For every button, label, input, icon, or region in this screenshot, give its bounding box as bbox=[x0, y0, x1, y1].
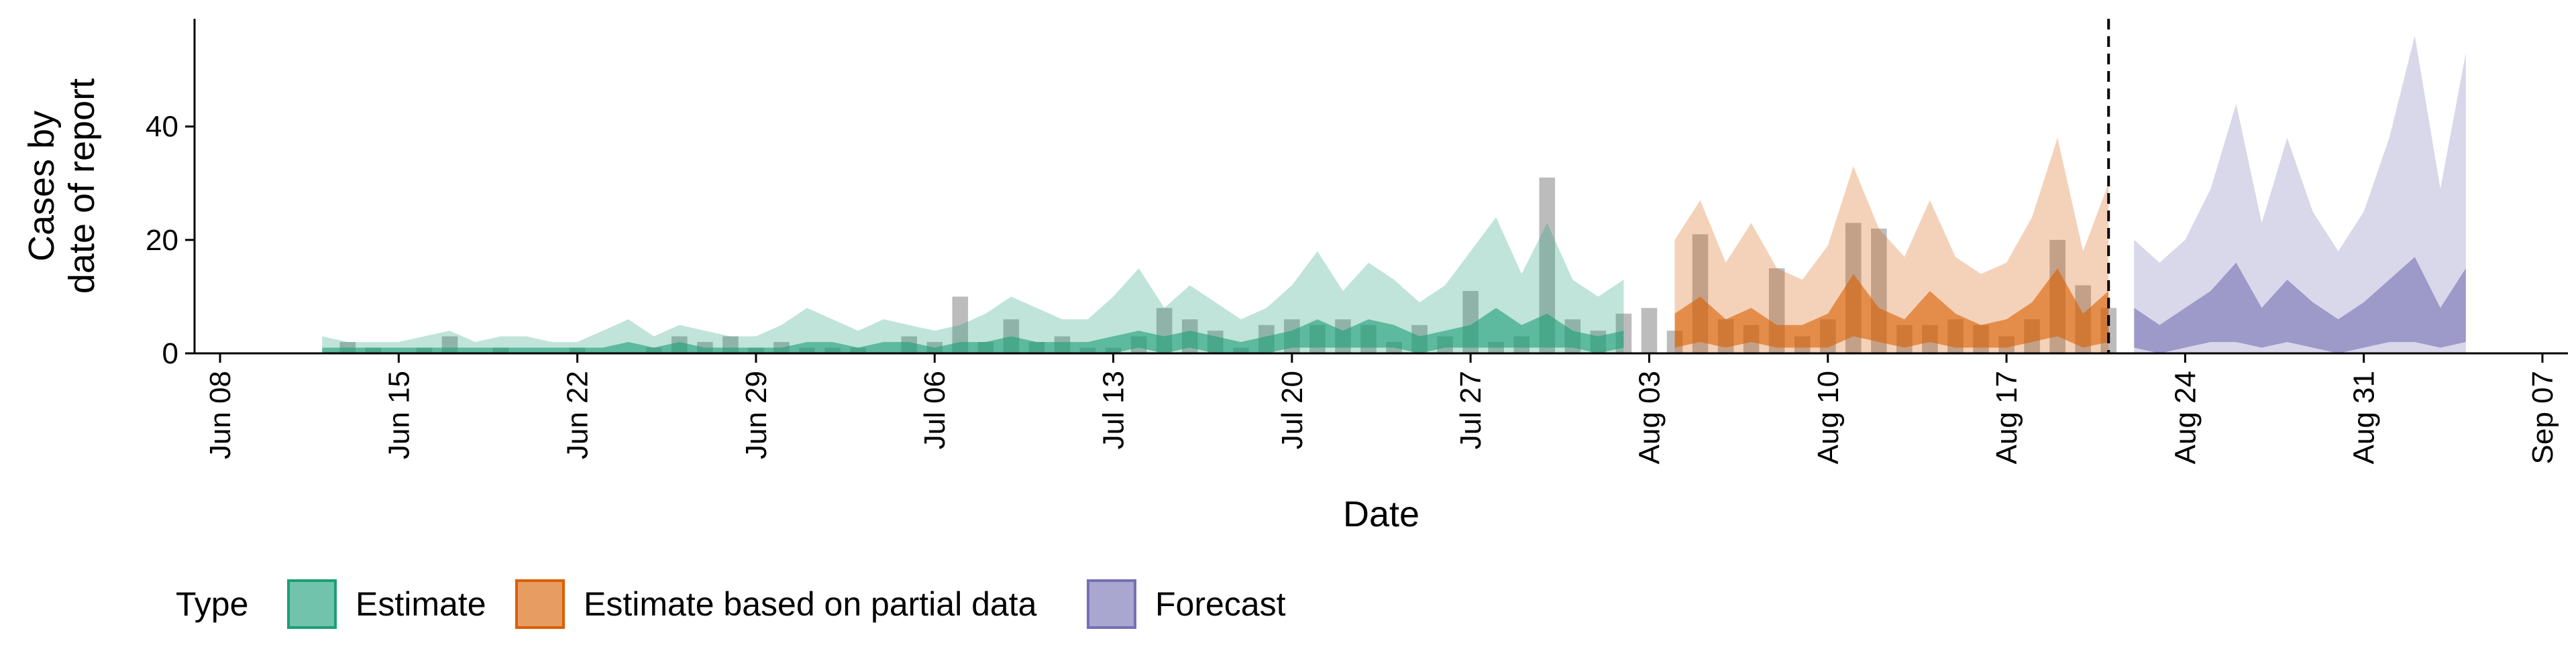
y-tick-label: 20 bbox=[146, 224, 178, 257]
legend-title: Type bbox=[176, 585, 248, 623]
series-estimate-outer-band bbox=[322, 217, 1624, 353]
ribbons bbox=[322, 36, 2466, 354]
x-tick-label: Aug 03 bbox=[1633, 371, 1666, 464]
case-bar bbox=[1641, 308, 1658, 353]
y-tick-label: 0 bbox=[162, 337, 178, 370]
series-forecast-outer-band bbox=[2134, 36, 2466, 354]
x-tick-label: Jun 22 bbox=[561, 371, 594, 459]
x-tick-label: Aug 10 bbox=[1812, 371, 1845, 464]
legend: Type Estimate Estimate based on partial da… bbox=[176, 579, 1286, 629]
case-bar bbox=[952, 296, 969, 353]
x-tick-label: Aug 17 bbox=[1990, 371, 2023, 464]
x-tick-label: Aug 31 bbox=[2348, 371, 2381, 464]
series-forecast-inner-band bbox=[2134, 257, 2466, 353]
legend-key-forecast bbox=[1087, 579, 1136, 629]
x-tick-label: Jul 13 bbox=[1097, 371, 1130, 449]
axes: 0 20 40 Jun 08 Jun 15 Jun 22 Jun 29 Jul 06 Jul 1… bbox=[21, 19, 2568, 534]
legend-key-partial bbox=[515, 579, 565, 629]
y-axis-title: Cases bydate of report bbox=[21, 78, 102, 294]
x-axis-title: Date bbox=[1343, 494, 1419, 534]
x-tick-label: Sep 07 bbox=[2526, 371, 2559, 464]
legend-label-forecast: Forecast bbox=[1155, 585, 1286, 623]
x-tick-label: Jun 15 bbox=[382, 371, 415, 459]
legend-label-estimate: Estimate bbox=[356, 585, 486, 623]
x-tick-label: Aug 24 bbox=[2169, 371, 2202, 464]
case-bar bbox=[1539, 177, 1556, 353]
legend-label-partial: Estimate based on partial data bbox=[584, 585, 1037, 623]
x-tick-label: Jun 29 bbox=[740, 371, 773, 459]
y-axis-title-line: date of report bbox=[62, 78, 102, 294]
y-tick-label: 40 bbox=[146, 111, 178, 143]
x-tick-label: Jul 27 bbox=[1454, 371, 1487, 449]
x-tick-label: Jul 20 bbox=[1276, 371, 1309, 449]
series-partial-outer-band bbox=[1674, 137, 2109, 353]
series-partial-inner-band bbox=[1674, 268, 2109, 348]
y-axis-title-line: Cases by bbox=[21, 111, 62, 261]
series-estimate-inner-band bbox=[322, 308, 1624, 353]
x-tick-label: Jun 08 bbox=[204, 371, 237, 459]
legend-key-estimate bbox=[287, 579, 337, 629]
x-tick-label: Jul 06 bbox=[918, 371, 951, 449]
